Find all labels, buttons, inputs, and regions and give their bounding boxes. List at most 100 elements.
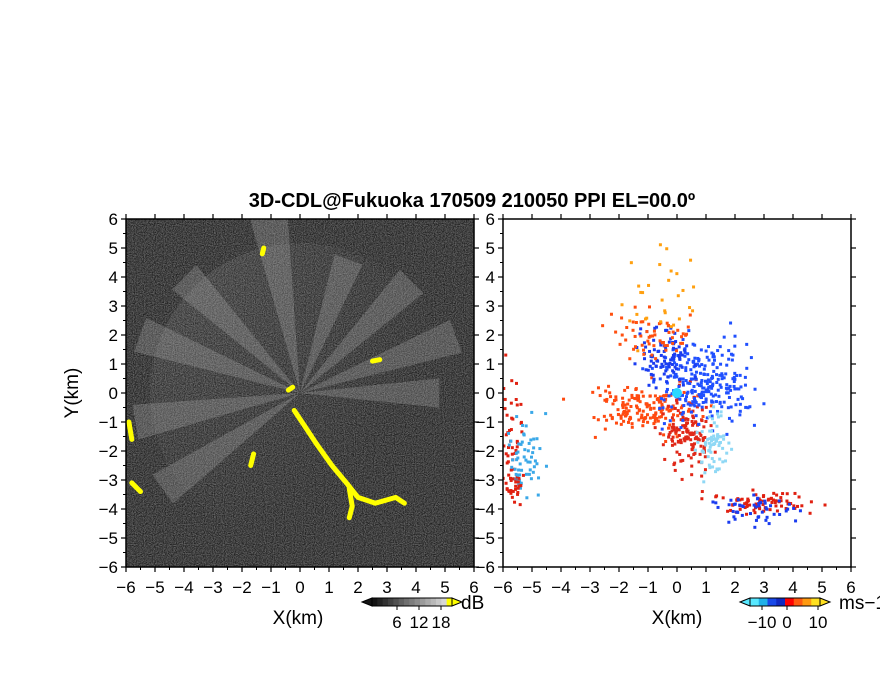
velocity-point bbox=[712, 352, 716, 356]
velocity-point bbox=[678, 440, 682, 444]
velocity-point bbox=[793, 491, 797, 495]
velocity-point bbox=[681, 377, 685, 381]
velocity-point bbox=[655, 358, 659, 362]
colorbar-tick-label: −10 bbox=[748, 613, 777, 632]
velocity-points bbox=[503, 243, 827, 529]
velocity-point bbox=[669, 358, 673, 362]
velocity-point bbox=[724, 372, 728, 376]
velocity-point bbox=[658, 339, 662, 343]
x-tick-label: −5 bbox=[145, 578, 164, 597]
velocity-point bbox=[685, 427, 689, 431]
velocity-point bbox=[730, 419, 734, 423]
velocity-point bbox=[686, 381, 690, 385]
velocity-point bbox=[688, 306, 692, 310]
velocity-point bbox=[637, 409, 641, 413]
velocity-point bbox=[716, 505, 720, 509]
velocity-point bbox=[752, 503, 756, 507]
velocity-point bbox=[669, 374, 673, 378]
velocity-point bbox=[704, 349, 708, 353]
velocity-point bbox=[650, 355, 654, 359]
velocity-point bbox=[602, 414, 606, 418]
velocity-point bbox=[611, 402, 615, 406]
velocity-point bbox=[700, 405, 704, 409]
velocity-point bbox=[668, 431, 672, 435]
velocity-point bbox=[684, 435, 688, 439]
velocity-point bbox=[672, 425, 676, 429]
velocity-point bbox=[703, 364, 707, 368]
velocity-point bbox=[514, 477, 518, 481]
velocity-point bbox=[520, 440, 524, 444]
velocity-point bbox=[711, 362, 715, 366]
velocity-point bbox=[506, 454, 510, 458]
velocity-point bbox=[715, 494, 719, 498]
x-tick-label: 4 bbox=[788, 578, 797, 597]
velocity-point bbox=[667, 330, 671, 334]
velocity-point bbox=[735, 498, 739, 502]
velocity-point bbox=[720, 405, 724, 409]
velocity-point bbox=[663, 309, 667, 313]
x-tick-label: 5 bbox=[817, 578, 826, 597]
velocity-point bbox=[513, 467, 517, 471]
velocity-point bbox=[627, 398, 631, 402]
velocity-point bbox=[710, 351, 714, 355]
velocity-point bbox=[716, 415, 720, 419]
y-tick-label: 3 bbox=[109, 297, 118, 316]
velocity-point bbox=[767, 497, 771, 501]
velocity-point bbox=[709, 424, 713, 428]
velocity-point bbox=[652, 344, 656, 348]
snr-echo bbox=[346, 486, 355, 521]
velocity-point bbox=[690, 443, 694, 447]
velocity-point bbox=[661, 341, 665, 345]
snr-echo bbox=[370, 357, 383, 364]
snr-panel: −6 6 −5 5 −4 4 −3 3 −2 2 −1 1 0 0 1 −1 2 −2 3 −3 4 −4 5 −5 6 −6 X… bbox=[62, 210, 484, 632]
velocity-point bbox=[625, 411, 629, 415]
velocity-point bbox=[635, 394, 639, 398]
velocity-point bbox=[678, 438, 682, 442]
velocity-point bbox=[658, 263, 662, 267]
velocity-point bbox=[710, 439, 714, 443]
velocity-point bbox=[715, 424, 719, 428]
velocity-point bbox=[774, 499, 778, 503]
velocity-point bbox=[733, 334, 737, 338]
velocity-point bbox=[678, 397, 682, 401]
velocity-point bbox=[656, 419, 660, 423]
velocity-point bbox=[665, 247, 669, 251]
velocity-point bbox=[685, 421, 689, 425]
velocity-point bbox=[692, 442, 696, 446]
velocity-point bbox=[519, 402, 523, 406]
velocity-point bbox=[635, 406, 639, 410]
velocity-point bbox=[769, 504, 773, 508]
velocity-point bbox=[514, 448, 518, 452]
snr-sectors bbox=[132, 219, 462, 543]
right-axes: −6 6 −5 5 −4 4 −3 3 −2 2 −1 1 0 0 1 −1 2 −2 3 −3 4 −4 5 −5 6 −6 bbox=[476, 210, 856, 597]
velocity-point bbox=[722, 437, 726, 441]
velocity-point bbox=[670, 437, 674, 441]
velocity-point bbox=[730, 358, 734, 362]
colorbar-tick-label: 18 bbox=[432, 613, 451, 632]
velocity-point bbox=[676, 414, 680, 418]
velocity-point bbox=[510, 379, 514, 383]
velocity-point bbox=[517, 478, 521, 482]
velocity-point bbox=[684, 369, 688, 373]
velocity-point bbox=[519, 484, 523, 488]
x-tick-label: −5 bbox=[522, 578, 541, 597]
velocity-point bbox=[712, 369, 716, 373]
velocity-point bbox=[775, 493, 779, 497]
velocity-point bbox=[684, 379, 688, 383]
velocity-point bbox=[686, 417, 690, 421]
velocity-point bbox=[507, 431, 511, 435]
velocity-point bbox=[631, 328, 635, 332]
velocity-point bbox=[706, 373, 710, 377]
velocity-point bbox=[653, 326, 657, 330]
velocity-point bbox=[718, 345, 722, 349]
velocity-point bbox=[696, 356, 700, 360]
velocity-point bbox=[704, 443, 708, 447]
velocity-point bbox=[661, 443, 665, 447]
velocity-point bbox=[510, 416, 514, 420]
velocity-point bbox=[704, 405, 708, 409]
x-tick-label: −2 bbox=[609, 578, 628, 597]
velocity-point bbox=[661, 364, 665, 368]
velocity-point bbox=[532, 437, 536, 441]
velocity-point bbox=[785, 499, 789, 503]
velocity-point bbox=[608, 391, 612, 395]
